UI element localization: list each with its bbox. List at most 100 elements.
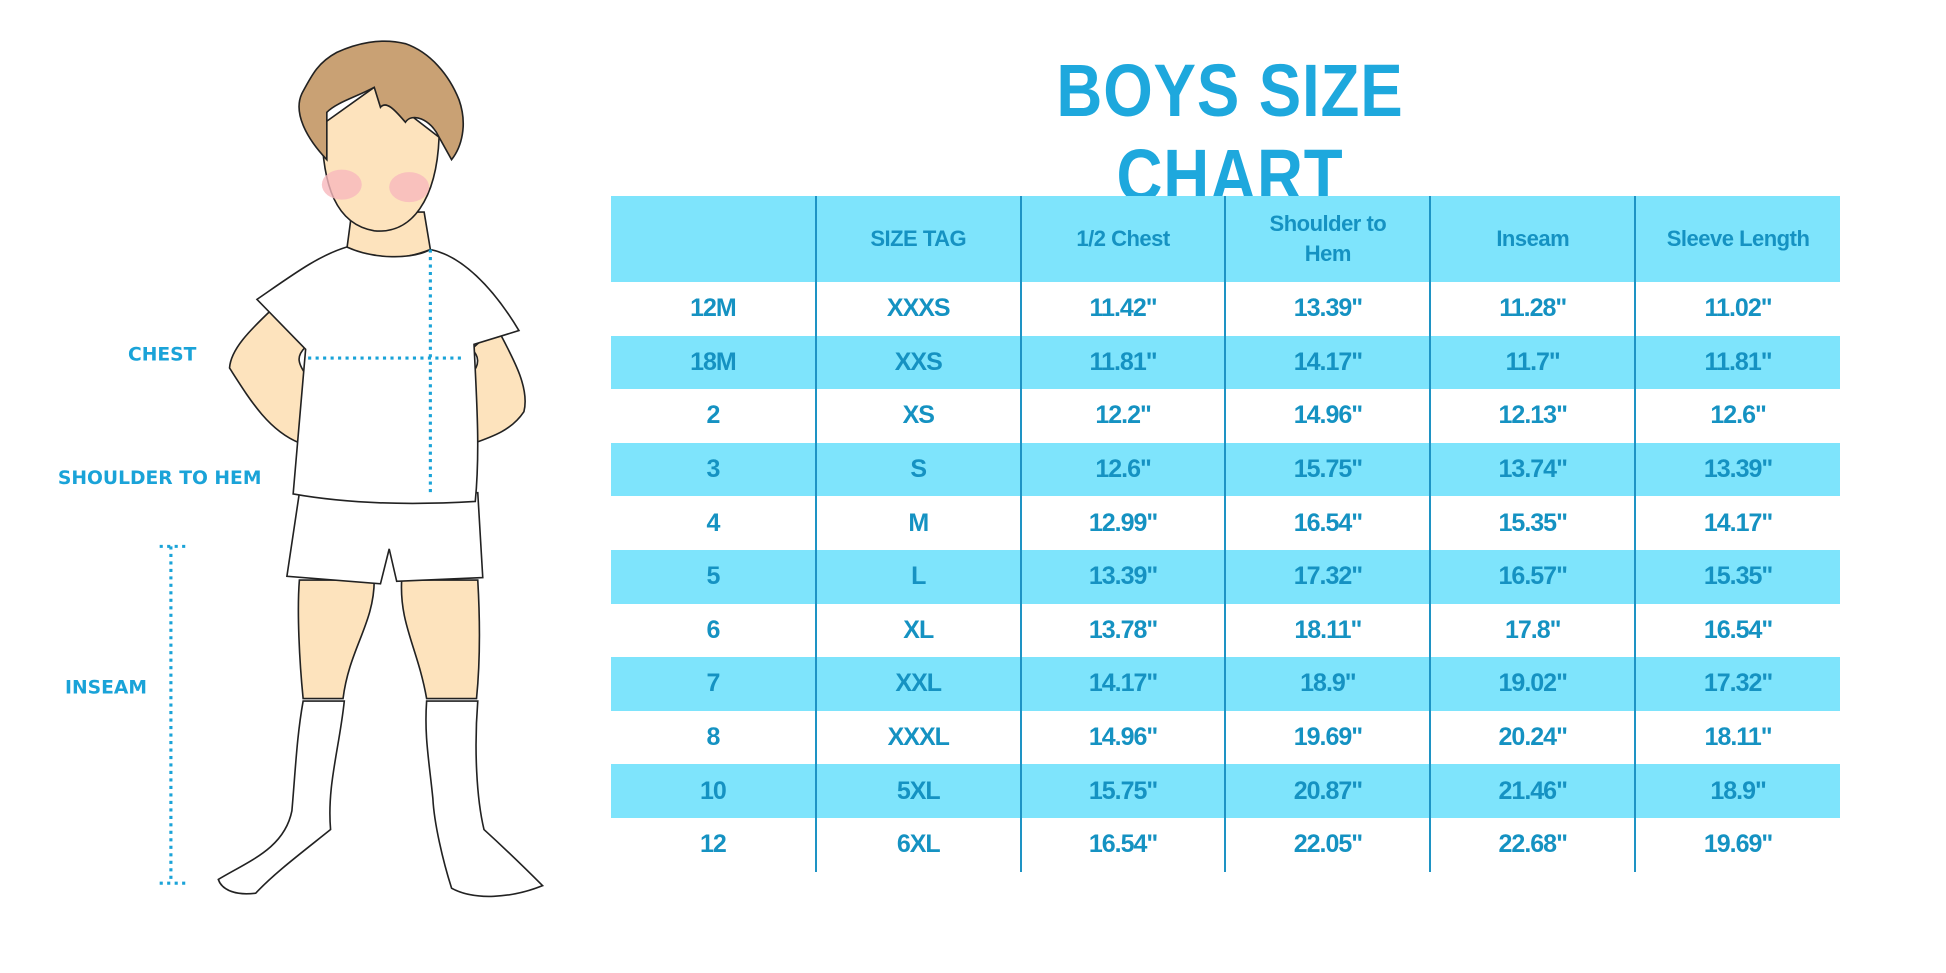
cell-half-chest: 14.17": [1019, 657, 1226, 711]
cell-sleeve-length: 17.32": [1634, 657, 1840, 711]
cell-age: 4: [706, 508, 720, 537]
cell-inseam: 20.24": [1429, 710, 1636, 765]
cell-sleeve-length: 11.81": [1634, 335, 1840, 390]
cell-half-chest: 11.81": [1019, 335, 1226, 390]
cell-age: 7: [611, 657, 816, 711]
cell-inseam: 11.28": [1429, 282, 1636, 336]
table-row: 7 XXL 14.17" 18.9" 19.02" 17.32": [611, 657, 1840, 711]
chest-label: CHEST: [128, 345, 197, 366]
cell-size-tag: XXXS: [814, 282, 1021, 336]
cell-half-chest: 16.54": [1019, 817, 1226, 872]
table-row: 4 M 12.99" 16.54" 15.35" 14.17": [611, 496, 1840, 550]
cell-shoulder-to-hem: 14.96": [1224, 389, 1431, 443]
cell-size-tag: M: [814, 496, 1021, 550]
cell-inseam: 17.8": [1429, 603, 1636, 658]
column-header-half-chest: 1/2 Chest: [1019, 196, 1226, 282]
table-row: 12 6XL 16.54" 22.05" 22.68" 19.69": [611, 817, 1840, 872]
cell-shoulder-to-hem: 20.87": [1224, 764, 1431, 818]
cell-size-tag: 5XL: [814, 764, 1021, 818]
left-arm: [228, 308, 307, 444]
table-row: 12M XXXS 11.42" 13.39" 11.28" 11.02": [611, 282, 1840, 336]
cell-inseam: 21.46": [1429, 764, 1636, 818]
table-row: 6 XL 13.78" 18.11" 17.8" 16.54": [611, 603, 1840, 658]
shoulder-to-hem-label: SHOULDER TO HEM: [58, 468, 262, 489]
cell-size-tag: XXXL: [814, 710, 1021, 765]
cell-shoulder-to-hem: 16.54": [1224, 496, 1431, 550]
cell-age: 6: [706, 615, 720, 644]
cell-inseam: 19.02": [1429, 657, 1636, 711]
cell-age: 12: [700, 830, 727, 859]
cell-shoulder-to-hem: 14.17": [1224, 335, 1431, 390]
cell-half-chest: 13.78": [1019, 603, 1226, 658]
cell-sleeve-length: 12.6": [1634, 389, 1840, 443]
table-header-row: SIZE TAG 1/2 Chest Shoulder to Hem Inseam Sl…: [611, 196, 1840, 282]
shorts: [285, 491, 484, 585]
cell-inseam: 11.7": [1429, 335, 1636, 390]
cell-inseam: 16.57": [1429, 549, 1636, 604]
cell-age: 5: [611, 549, 816, 604]
cell-sleeve-length: 19.69": [1634, 817, 1840, 872]
cell-age: 2: [706, 401, 720, 430]
cell-age: 12M: [690, 294, 737, 323]
cell-half-chest: 12.2": [1019, 389, 1226, 443]
table-row: 3 S 12.6" 15.75" 13.74" 13.39": [611, 442, 1840, 497]
cell-sleeve-length: 11.02": [1634, 282, 1840, 336]
cell-inseam: 13.74": [1429, 442, 1636, 497]
cell-shoulder-to-hem: 18.11": [1224, 603, 1431, 658]
column-header-size-tag: SIZE TAG: [814, 196, 1021, 282]
page-title: BOYS SIZE CHART: [1056, 49, 1404, 217]
left-cheek: [321, 169, 362, 200]
column-header-shoulder-to-hem: Shoulder to Hem: [1224, 196, 1431, 282]
cell-shoulder-to-hem: 22.05": [1224, 817, 1431, 872]
table-row: 5 L 13.39" 17.32" 16.57" 15.35": [611, 549, 1840, 604]
table-row: 10 5XL 15.75" 20.87" 21.46" 18.9": [611, 764, 1840, 818]
cell-size-tag: S: [814, 442, 1021, 497]
column-header-age: [611, 196, 816, 282]
cell-half-chest: 12.99": [1019, 496, 1226, 550]
table-row: 18M XXS 11.81" 14.17" 11.7" 11.81": [611, 335, 1840, 390]
right-cheek: [389, 172, 430, 203]
cell-age: 10: [611, 764, 816, 818]
hair: [298, 40, 465, 162]
cell-half-chest: 15.75": [1019, 764, 1226, 818]
column-header-inseam: Inseam: [1429, 196, 1636, 282]
cell-sleeve-length: 14.17": [1634, 496, 1840, 550]
cell-sleeve-length: 16.54": [1634, 603, 1840, 658]
cell-shoulder-to-hem: 17.32": [1224, 549, 1431, 604]
cell-sleeve-length: 18.9": [1634, 764, 1840, 818]
table-row: 2 XS 12.2" 14.96" 12.13" 12.6": [611, 389, 1840, 443]
cell-shoulder-to-hem: 19.69": [1224, 710, 1431, 765]
cell-inseam: 15.35": [1429, 496, 1636, 550]
left-leg: [297, 579, 376, 700]
right-arm: [470, 325, 526, 446]
cell-sleeve-length: 18.11": [1634, 710, 1840, 765]
cell-inseam: 22.68": [1429, 817, 1636, 872]
cell-size-tag: XXS: [814, 335, 1021, 390]
cell-age: 3: [611, 442, 816, 497]
cell-shoulder-to-hem: 18.9": [1224, 657, 1431, 711]
cell-half-chest: 14.96": [1019, 710, 1226, 765]
cell-size-tag: XL: [814, 603, 1021, 658]
cell-half-chest: 12.6": [1019, 442, 1226, 497]
cell-half-chest: 13.39": [1019, 549, 1226, 604]
cell-size-tag: XXL: [814, 657, 1021, 711]
cell-size-tag: XS: [814, 389, 1021, 443]
cell-shoulder-to-hem: 13.39": [1224, 282, 1431, 336]
table-body: 12M XXXS 11.42" 13.39" 11.28" 11.02" 18M XXS 11.…: [611, 282, 1840, 872]
column-header-sleeve-length: Sleeve Length: [1634, 196, 1840, 282]
cell-size-tag: 6XL: [814, 817, 1021, 872]
cell-half-chest: 11.42": [1019, 282, 1226, 336]
cell-shoulder-to-hem: 15.75": [1224, 442, 1431, 497]
left-sock: [217, 700, 346, 895]
cell-sleeve-length: 15.35": [1634, 549, 1840, 604]
right-leg: [400, 579, 481, 700]
cell-age: 8: [706, 723, 720, 752]
cell-size-tag: L: [814, 549, 1021, 604]
cell-sleeve-length: 13.39": [1634, 442, 1840, 497]
table-row: 8 XXXL 14.96" 19.69" 20.24" 18.11": [611, 710, 1840, 765]
cell-age: 18M: [611, 335, 816, 390]
inseam-label: INSEAM: [65, 678, 147, 699]
size-chart-table: SIZE TAG 1/2 Chest Shoulder to Hem Inseam Sl…: [611, 196, 1840, 872]
cell-inseam: 12.13": [1429, 389, 1636, 443]
